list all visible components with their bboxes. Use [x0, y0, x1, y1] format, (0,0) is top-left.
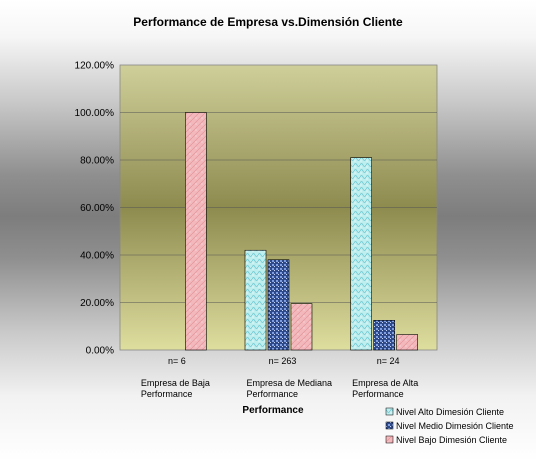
- legend-label-1: Nivel Medio Dimesión Cliente: [396, 421, 514, 431]
- category-label: Performance: [141, 389, 193, 399]
- legend-label-2: Nivel Bajo Dimesión Cliente: [396, 435, 507, 445]
- bar-0-2: [185, 112, 207, 351]
- y-tick-label: 120.00%: [75, 61, 115, 72]
- legend-swatch-0: [385, 407, 394, 416]
- legend-label-0: Nivel Alto Dimesión Cliente: [396, 407, 504, 417]
- category-n-label: n= 263: [269, 356, 297, 366]
- bars: [185, 112, 418, 351]
- legend: Nivel Alto Dimesión Cliente Nivel Medio …: [385, 407, 514, 445]
- y-tick-label: 60.00%: [80, 203, 114, 214]
- bar-2-2: [396, 334, 418, 351]
- y-tick-label: 20.00%: [80, 298, 114, 309]
- category-label: Empresa de Alta: [352, 378, 418, 388]
- gridlines: [120, 112, 437, 303]
- category-n-label: n= 6: [168, 356, 186, 366]
- y-tick-label: 0.00%: [86, 346, 114, 357]
- legend-swatch-2: [385, 435, 394, 444]
- legend-swatch-1: [385, 421, 394, 430]
- category-label: Performance: [352, 389, 404, 399]
- bar-2-1: [373, 320, 395, 351]
- bar-1-1: [267, 259, 290, 351]
- bar-1-0: [244, 249, 267, 351]
- x-axis-label: Performance: [242, 405, 304, 416]
- bar-2-0: [350, 157, 372, 351]
- category-label: Empresa de Mediana: [247, 378, 333, 388]
- y-tick-label: 100.00%: [75, 108, 115, 119]
- chart-title: Performance de Empresa vs.Dimensión Clie…: [133, 15, 403, 29]
- y-tick-label: 80.00%: [80, 156, 114, 167]
- y-axis-ticks: 0.00% 20.00% 40.00% 60.00% 80.00% 100.00% 120.…: [75, 61, 115, 357]
- category-label: Performance: [247, 389, 299, 399]
- category-n-label: n= 24: [377, 356, 400, 366]
- y-tick-label: 40.00%: [80, 251, 114, 262]
- category-label: Empresa de Baja: [141, 378, 210, 388]
- bar-1-2: [290, 303, 313, 351]
